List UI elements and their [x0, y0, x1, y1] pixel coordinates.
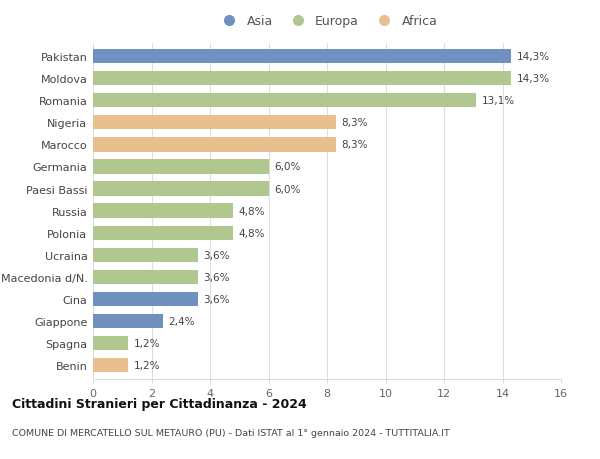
Bar [93, 138, 336, 152]
Bar [93, 182, 269, 196]
Text: 14,3%: 14,3% [517, 52, 550, 62]
Text: Cittadini Stranieri per Cittadinanza - 2024: Cittadini Stranieri per Cittadinanza - 2… [12, 397, 307, 410]
Bar [93, 358, 128, 373]
Bar [93, 292, 198, 307]
Text: 8,3%: 8,3% [341, 140, 368, 150]
Text: 3,6%: 3,6% [203, 294, 230, 304]
Bar [93, 204, 233, 218]
Text: 1,2%: 1,2% [133, 360, 160, 370]
Bar [93, 116, 336, 130]
Text: 4,8%: 4,8% [239, 228, 265, 238]
Legend: Asia, Europa, Africa: Asia, Europa, Africa [214, 13, 440, 31]
Text: 8,3%: 8,3% [341, 118, 368, 128]
Bar [93, 226, 233, 241]
Bar [93, 336, 128, 351]
Text: 6,0%: 6,0% [274, 162, 300, 172]
Text: 13,1%: 13,1% [481, 96, 515, 106]
Text: 2,4%: 2,4% [169, 316, 195, 326]
Text: 1,2%: 1,2% [133, 338, 160, 348]
Text: 6,0%: 6,0% [274, 184, 300, 194]
Bar [93, 94, 476, 108]
Text: 14,3%: 14,3% [517, 74, 550, 84]
Bar [93, 270, 198, 285]
Text: 3,6%: 3,6% [203, 250, 230, 260]
Text: 4,8%: 4,8% [239, 206, 265, 216]
Bar [93, 314, 163, 329]
Text: 3,6%: 3,6% [203, 272, 230, 282]
Bar [93, 50, 511, 64]
Text: COMUNE DI MERCATELLO SUL METAURO (PU) - Dati ISTAT al 1° gennaio 2024 - TUTTITAL: COMUNE DI MERCATELLO SUL METAURO (PU) - … [12, 428, 450, 437]
Bar [93, 248, 198, 263]
Bar [93, 160, 269, 174]
Bar [93, 72, 511, 86]
